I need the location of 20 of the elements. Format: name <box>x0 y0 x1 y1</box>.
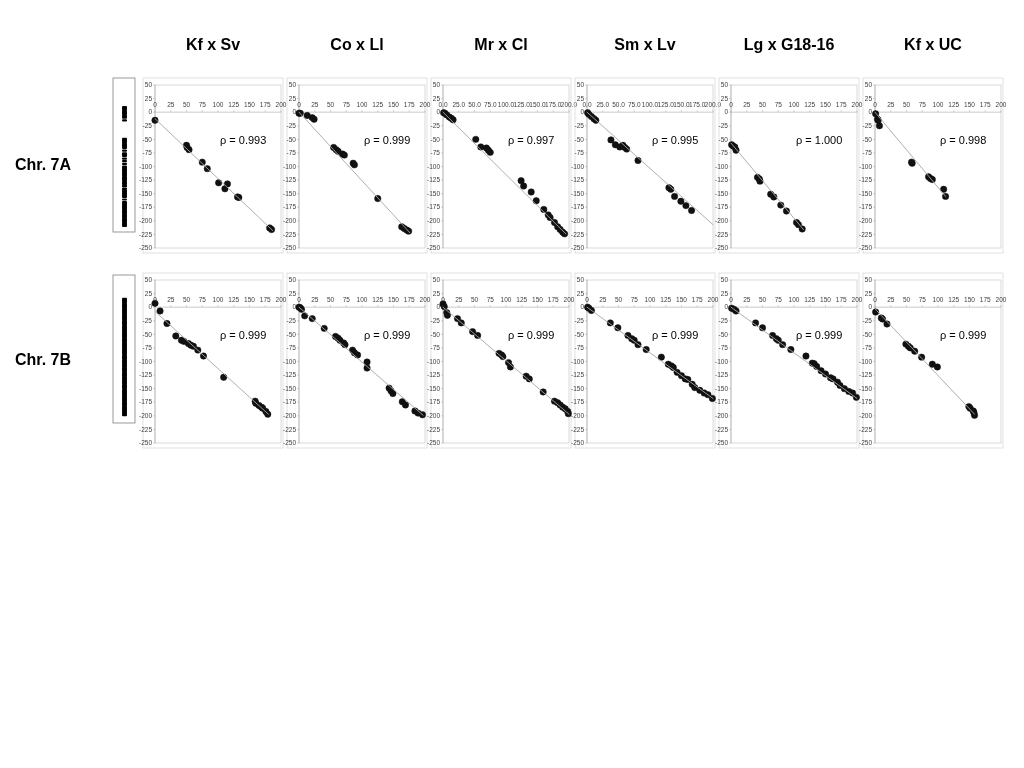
annotation: ρ = 0.998 <box>940 133 987 146</box>
annotation: ρ = 0.999 <box>364 133 411 146</box>
annotation: ρ = 0.997 <box>508 133 555 146</box>
annotation: ρ = 0.999 <box>940 328 987 341</box>
annotation: ρ = 0.999 <box>220 328 267 341</box>
annotation: ρ = 0.999 <box>796 328 843 341</box>
annotation: ρ = 0.995 <box>652 133 699 146</box>
annotation: ρ = 0.999 <box>364 328 411 341</box>
chart-title: Lg x G18-16 <box>743 36 835 53</box>
annotation: ρ = 1.000 <box>796 133 843 146</box>
chart-title: Co x Ll <box>330 36 384 53</box>
chart-title: Kf x UC <box>904 36 963 53</box>
annotation: ρ = 0.999 <box>652 328 699 341</box>
y-axis-title: Chr. 7B <box>15 351 72 368</box>
annotation: ρ = 0.993 <box>220 133 267 146</box>
annotation: ρ = 0.999 <box>508 328 555 341</box>
chart-title: Mr x Cl <box>474 36 528 53</box>
y-axis-title: Chr. 7A <box>15 156 72 173</box>
chart-title: Sm x Lv <box>614 36 676 53</box>
chart-title: Kf x Sv <box>185 36 241 53</box>
